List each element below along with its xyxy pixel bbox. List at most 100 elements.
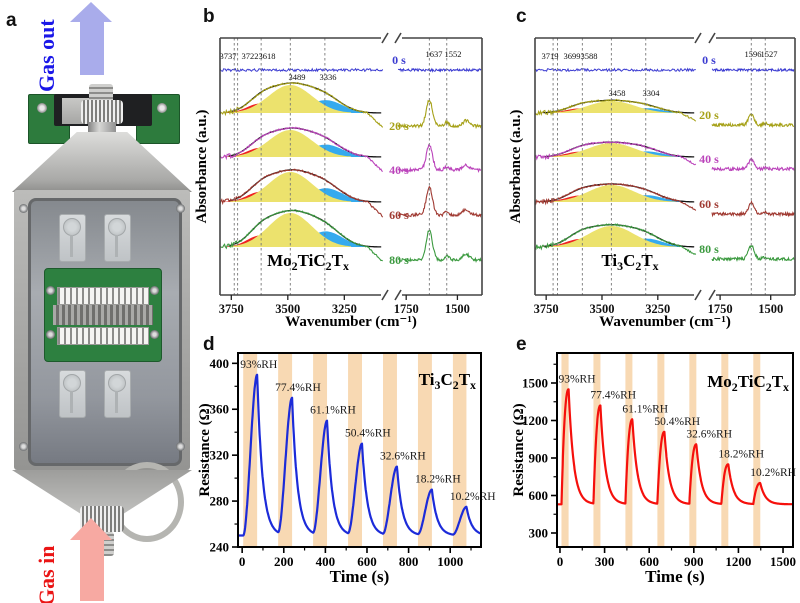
top-knurled-nut	[81, 100, 123, 124]
screw-icon	[19, 204, 28, 213]
spectrum-trace-right	[711, 244, 795, 263]
axis-break-slash	[694, 32, 702, 44]
sensor-chip	[104, 370, 131, 418]
y-axis-label: Resistance (Ω)	[511, 403, 527, 496]
x-tick-label: 1500	[758, 302, 783, 316]
wavenumber-label: 3336	[320, 72, 337, 82]
x-axis-label: Time (s)	[330, 567, 390, 586]
x-tick-label: 3750	[534, 302, 559, 316]
spectrum-trace-80s	[534, 223, 697, 255]
x-tick-label: 1500	[445, 302, 470, 316]
humidity-band	[348, 353, 362, 547]
x-tick-label: 3750	[219, 302, 244, 316]
pin-connector	[57, 287, 149, 305]
axis-break-slash	[394, 289, 402, 301]
spectrum-trace-60s	[534, 182, 697, 211]
spectrum-trace-right	[711, 67, 795, 73]
wavenumber-label: 3699	[564, 51, 581, 61]
wavenumber-label: 3618	[259, 51, 276, 61]
top-threaded-fitting	[89, 84, 113, 104]
gas-out-arrow-head	[70, 2, 112, 22]
humidity-band	[313, 353, 328, 547]
response-curve	[557, 388, 793, 506]
screw-icon	[37, 103, 47, 113]
wavenumber-label: 3722	[242, 51, 259, 61]
rh-label: 32.6%RH	[380, 451, 426, 463]
axis-break-slash	[708, 32, 716, 44]
time-label: 40 s	[389, 163, 409, 177]
axis-break-slash	[381, 32, 389, 44]
humidity-band	[452, 353, 467, 547]
y-tick-label: 240	[210, 540, 230, 555]
spectrum-trace-20s	[219, 81, 384, 128]
rh-label: 50.4%RH	[345, 428, 391, 440]
x-tick-label: 0	[557, 554, 564, 569]
axis-break-slash	[708, 289, 716, 301]
spectrum-trace-right	[397, 185, 482, 218]
x-tick-label: 3250	[332, 302, 357, 316]
x-tick-label: 300	[595, 554, 615, 569]
yellow-band-fill	[229, 172, 352, 202]
rh-label: 93%RH	[240, 359, 277, 371]
gas-in-arrow-shaft	[80, 539, 104, 601]
panel-b-ftir-chart: 0 s 20 s 40 s 60 s 80 s 3737 3722 3618 3489 3336 1…	[194, 32, 483, 330]
y-axis-label: Absorbance (a.u.)	[508, 110, 524, 224]
panel-b-letter: b	[203, 6, 215, 27]
sensor-chip	[104, 214, 131, 262]
time-label: 0 s	[702, 53, 716, 67]
y-tick-label: 280	[210, 494, 230, 509]
screw-icon	[157, 103, 167, 113]
axis-break-slash	[694, 289, 702, 301]
x-tick-label: 1000	[437, 554, 463, 569]
x-tick-label: 1200	[725, 554, 751, 569]
wavenumber-label: 3719	[542, 51, 559, 61]
x-tick-label: 900	[684, 554, 704, 569]
axis-box	[556, 352, 794, 548]
screw-icon	[150, 286, 159, 295]
screw-icon	[176, 442, 185, 451]
y-tick-label: 360	[210, 402, 230, 417]
panel-d-letter: d	[203, 334, 215, 355]
x-tick-label: 0	[239, 554, 246, 569]
humidity-band	[721, 353, 729, 547]
rh-label: 18.2%RH	[718, 448, 764, 460]
spectrum-trace-right	[711, 199, 795, 218]
response-curve	[238, 373, 481, 537]
rh-label: 50.4%RH	[654, 416, 700, 428]
compound-label: Ti3C2Tx	[419, 370, 476, 392]
spectrum-trace-60s	[219, 168, 384, 218]
humidity-band	[753, 353, 761, 547]
gas-out-label: Gas out	[34, 19, 59, 92]
yellow-band-fill	[546, 226, 677, 247]
spectrum-trace-right	[711, 156, 795, 172]
axis-break-slash	[394, 32, 402, 44]
gas-in-label: Gas in	[34, 545, 59, 603]
time-label: 60 s	[699, 197, 719, 211]
wavenumber-label: 3737	[220, 51, 237, 61]
y-tick-label: 600	[529, 488, 549, 503]
y-tick-label: 1500	[522, 376, 548, 391]
spectrum-trace-0s	[534, 67, 696, 73]
x-tick-label: 1750	[708, 302, 733, 316]
rh-label: 61.1%RH	[310, 405, 356, 417]
panel-e: e 93%RH 77.4%RH 61.1%RH 50.4%RH 32.6%RH 18.2%…	[508, 330, 800, 603]
sensor-chip	[59, 214, 86, 262]
spectrum-trace-right	[397, 229, 482, 263]
compound-label: Mo2TiC2Tx	[267, 251, 349, 273]
panel-d: d 93%RH 77.4%RH 61.1%RH 50.4%RH 32.6%RH 18.2%…	[195, 330, 515, 603]
gas-out-arrow-shaft	[80, 21, 104, 75]
y-tick-label: 300	[529, 526, 549, 541]
wavenumber-label: 3489	[289, 72, 306, 82]
rh-label: 10.2%RH	[750, 467, 796, 479]
x-tick-label: 400	[316, 554, 336, 569]
rh-label: 77.4%RH	[275, 382, 321, 394]
yellow-band-fill	[546, 101, 677, 113]
x-tick-label: 3500	[275, 302, 300, 316]
x-tick-label: 800	[399, 554, 419, 569]
time-label: 0 s	[392, 53, 406, 67]
rh-label: 77.4%RH	[590, 390, 636, 402]
y-axis-label: Resistance (Ω)	[197, 403, 213, 496]
screw-icon	[46, 330, 55, 339]
